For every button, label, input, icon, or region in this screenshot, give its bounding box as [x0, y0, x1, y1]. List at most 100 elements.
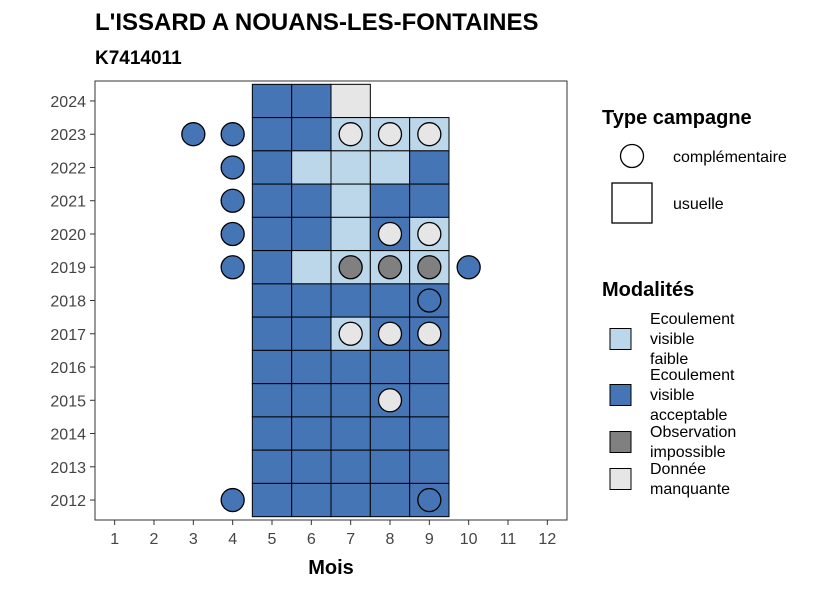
- usuelle-cell-2021-8: [369, 183, 411, 218]
- usuelle-cell-2023-6: [291, 117, 332, 152]
- y-tick-label: 2016: [50, 360, 86, 377]
- x-tick-label: 6: [307, 531, 316, 548]
- usuelle-cell-2022-8: [369, 150, 411, 185]
- y-tick-label: 2019: [50, 260, 86, 277]
- chart-subtitle: K7414011: [95, 48, 182, 69]
- y-tick-label: 2018: [50, 294, 86, 311]
- usuelle-cell-2022-7: [330, 150, 371, 185]
- x-axis: 1 2 3 4 5 6 7 8 9 10 11 12: [110, 520, 556, 548]
- usuelle-cell-2014-8: [369, 416, 411, 451]
- usuelle-cell-2022-5: [251, 150, 293, 185]
- x-tick-label: 5: [268, 531, 277, 548]
- y-tick-label: 2021: [50, 194, 86, 211]
- complementaire-point-2023-7: [338, 122, 363, 147]
- complementaire-point-2023-9: [417, 122, 442, 147]
- usuelle-cell-2015-6: [291, 383, 332, 418]
- x-tick-label: 8: [386, 531, 395, 548]
- x-tick-label: 7: [346, 531, 355, 548]
- legend-label-manquante: Donnée: [650, 461, 706, 478]
- legend-label-impossible: Observation: [650, 424, 736, 441]
- y-tick-label: 2014: [50, 427, 86, 444]
- complementaire-point-2019-9: [417, 255, 442, 280]
- y-tick-label: 2013: [50, 460, 86, 477]
- x-tick-label: 3: [189, 531, 198, 548]
- legend-label-acceptable: visible: [650, 387, 695, 404]
- usuelle-cell-2018-5: [251, 283, 293, 318]
- complementaire-point-2020-4: [220, 221, 245, 247]
- complementaire-point-2019-4: [220, 255, 245, 280]
- usuelle-cell-2016-5: [251, 349, 293, 385]
- legend-key-faible: [609, 328, 632, 350]
- complementaire-point-2019-10: [456, 255, 481, 280]
- usuelle-cell-2012-6: [291, 482, 332, 518]
- complementaire-point-2023-8: [377, 122, 403, 147]
- usuelle-cell-2020-6: [291, 216, 332, 252]
- legend-label-acceptable: acceptable: [650, 407, 727, 424]
- usuelle-cell-2018-8: [369, 283, 411, 318]
- legend-label-faible: visible: [650, 331, 695, 348]
- x-tick-label: 2: [150, 531, 159, 548]
- usuelle-cell-2021-5: [251, 183, 293, 218]
- complementaire-point-2019-8: [377, 255, 403, 280]
- usuelle-cell-2019-6: [291, 250, 332, 285]
- legend-key-manquante: [609, 468, 632, 490]
- complementaire-point-2023-4: [220, 122, 245, 147]
- complementaire-point-2017-7: [338, 321, 363, 346]
- usuelle-cell-2013-9: [409, 449, 450, 484]
- usuelle-cell-2014-9: [409, 416, 450, 451]
- usuelle-cell-2013-7: [330, 449, 371, 484]
- y-tick-label: 2020: [50, 227, 86, 244]
- complementaire-point-2019-7: [338, 255, 363, 280]
- complementaire-point-2023-3: [181, 122, 206, 147]
- chart-title: L'ISSARD A NOUANS-LES-FONTAINES: [95, 9, 538, 36]
- legend-key-impossible: [609, 431, 632, 453]
- usuelle-cell-2015-9: [409, 383, 450, 418]
- usuelle-cell-2014-6: [291, 416, 332, 451]
- complementaire-point-2021-4: [220, 188, 245, 213]
- x-tick-label: 12: [538, 531, 556, 548]
- x-tick-label: 9: [425, 531, 434, 548]
- legend-modalites-title: Modalités: [602, 279, 694, 301]
- legend-label-faible: faible: [650, 351, 688, 368]
- complementaire-point-2012-4: [220, 487, 245, 513]
- usuelle-cell-2016-8: [369, 349, 411, 385]
- usuelle-cell-2022-9: [409, 150, 450, 185]
- usuelle-cell-2021-6: [291, 183, 332, 218]
- y-tick-label: 2015: [50, 393, 86, 410]
- usuelle-cell-2024-7: [330, 83, 371, 119]
- usuelle-cell-2013-8: [369, 449, 411, 484]
- usuelle-cell-2016-6: [291, 349, 332, 385]
- usuelle-cell-2012-5: [251, 482, 293, 518]
- y-tick-label: 2023: [50, 127, 86, 144]
- usuelle-cell-2018-7: [330, 283, 371, 318]
- legend-label-acceptable: Ecoulement: [650, 367, 735, 384]
- legend-type-label: complémentaire: [673, 149, 787, 166]
- usuelle-cell-2018-6: [291, 283, 332, 318]
- x-axis-title: Mois: [308, 557, 354, 579]
- legend-type-label: usuelle: [673, 196, 724, 213]
- y-tick-label: 2024: [50, 94, 86, 111]
- y-axis: 2012 2013 2014 2015 2016 2017 2018 2019 2020 2021…: [50, 94, 95, 510]
- legend-key-acceptable: [609, 384, 632, 406]
- usuelle-cell-2017-5: [251, 316, 293, 351]
- complementaire-point-2017-8: [377, 321, 403, 346]
- legend-square-key: [611, 182, 653, 224]
- usuelle-cell-2013-5: [251, 449, 293, 484]
- usuelle-cell-2012-8: [369, 482, 411, 518]
- complementaire-point-2022-4: [220, 155, 245, 180]
- complementaire-point-2020-9: [417, 221, 442, 247]
- complementaire-point-2017-9: [417, 321, 442, 346]
- complementaire-points: [181, 122, 481, 513]
- legend-label-impossible: impossible: [650, 444, 726, 461]
- usuelle-cell-2017-6: [291, 316, 332, 351]
- usuelle-cell-2014-7: [330, 416, 371, 451]
- usuelle-cell-2024-6: [291, 83, 332, 119]
- y-tick-label: 2012: [50, 493, 86, 510]
- usuelle-cell-2014-5: [251, 416, 293, 451]
- usuelle-cell-2020-7: [330, 216, 371, 252]
- usuelle-cell-2020-5: [251, 216, 293, 252]
- usuelle-cell-2013-6: [291, 449, 332, 484]
- x-tick-label: 1: [110, 531, 119, 548]
- usuelle-cell-2019-5: [251, 250, 293, 285]
